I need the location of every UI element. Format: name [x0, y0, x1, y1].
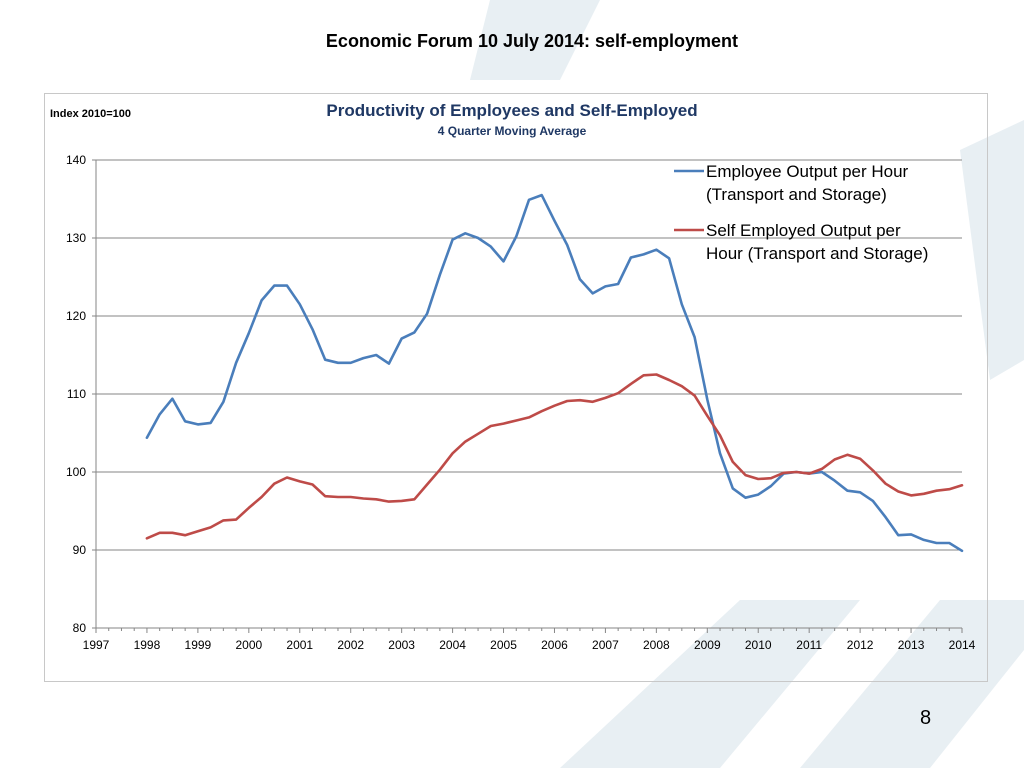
- x-tick-label: 2012: [847, 638, 874, 652]
- watermark-stripe-bottom-right: [800, 600, 1024, 768]
- x-tick-label: 2003: [388, 638, 415, 652]
- x-tick-label: 2006: [541, 638, 568, 652]
- series-line-self-employed: [145, 373, 964, 540]
- legend-label: (Transport and Storage): [706, 185, 887, 204]
- y-tick-label: 120: [66, 309, 86, 323]
- x-tick-label: 2013: [898, 638, 925, 652]
- watermark-stripe-right: [960, 120, 1024, 380]
- y-tick-label: 140: [66, 153, 86, 167]
- x-tick-label: 1997: [83, 638, 110, 652]
- series-lines: [145, 193, 964, 553]
- x-tick-label: 2009: [694, 638, 721, 652]
- y-axis-label: Index 2010=100: [50, 108, 131, 120]
- legend-label: Self Employed Output per: [706, 221, 901, 240]
- y-tick-label: 110: [67, 387, 86, 401]
- x-tick-label: 1999: [185, 638, 212, 652]
- y-tick-label: 130: [66, 231, 86, 245]
- watermark-stripe-bottom: [560, 600, 860, 768]
- x-tick-label: 2005: [490, 638, 517, 652]
- y-tick-labels: 80 90 100 110 120 130 140: [66, 153, 86, 635]
- x-tick-label: 2001: [286, 638, 313, 652]
- x-tick-label: 2007: [592, 638, 619, 652]
- axes: [95, 160, 962, 629]
- x-tick-label: 2000: [235, 638, 262, 652]
- slide-title: Economic Forum 10 July 2014: self-employ…: [325, 31, 739, 51]
- x-tick-label: 1998: [134, 638, 161, 652]
- y-tick-label: 90: [73, 543, 87, 557]
- legend-label: Employee Output per Hour: [706, 162, 909, 181]
- x-tick-label: 2011: [796, 638, 822, 652]
- x-tick-label: 2002: [337, 638, 364, 652]
- x-tick-label: 2014: [949, 638, 976, 652]
- watermark-stripe-top: [470, 0, 600, 80]
- y-tick-label: 80: [73, 621, 87, 635]
- x-tick-label: 2004: [439, 638, 466, 652]
- legend: Employee Output per Hour (Transport and S…: [674, 162, 928, 263]
- chart-title: Productivity of Employees and Self-Emplo…: [326, 101, 697, 120]
- y-tick-label: 100: [66, 465, 86, 479]
- series-line-employee: [145, 193, 964, 553]
- x-tick-label: 2010: [745, 638, 772, 652]
- x-tick-label: 2008: [643, 638, 670, 652]
- x-tick-labels: 1997 1998 1999 2000 2001 2002 2003 2004 2005 2006…: [83, 638, 976, 652]
- chart-subtitle: 4 Quarter Moving Average: [438, 124, 587, 138]
- legend-label: Hour (Transport and Storage): [706, 244, 928, 263]
- page-number: 8: [920, 707, 932, 729]
- chart-frame: [44, 93, 988, 682]
